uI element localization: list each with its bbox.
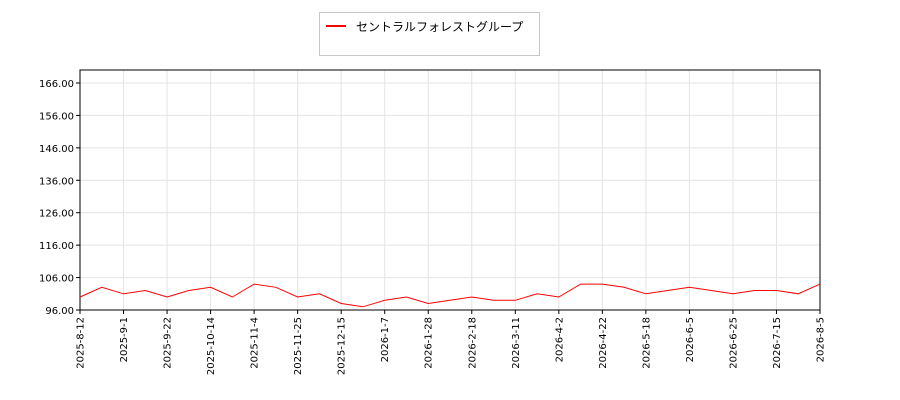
x-tick-label: 2026-4-22 <box>598 317 609 369</box>
x-tick-label: 2026-1-28 <box>424 317 435 369</box>
x-tick-label: 2026-8-5 <box>816 317 827 362</box>
x-tick-label: 2025-11-4 <box>250 317 261 369</box>
series-line-1 <box>79 283 821 308</box>
x-tick-label: 2026-2-18 <box>467 317 478 369</box>
plot-frame <box>79 69 821 311</box>
legend: セントラルフォレストグループ <box>319 12 540 56</box>
x-tick-label: 2025-9-22 <box>163 317 174 369</box>
y-tick-label: 106.00 <box>39 274 74 285</box>
x-tick-label: 2026-3-11 <box>511 317 522 369</box>
y-tick-label: 116.00 <box>39 241 74 252</box>
y-tick-label: 96.00 <box>45 306 74 317</box>
x-tick-label: 2025-12-15 <box>337 317 348 375</box>
y-tick-label: 136.00 <box>39 176 74 187</box>
legend-label: セントラルフォレストグループ <box>356 19 524 34</box>
x-tick-label: 2025-9-1 <box>119 317 130 362</box>
y-tick-label: 146.00 <box>39 144 74 155</box>
x-tick-label: 2025-11-25 <box>293 317 304 375</box>
x-tick-label: 2026-6-5 <box>685 317 696 362</box>
x-tick-label: 2026-7-15 <box>772 317 783 369</box>
y-tick-label: 156.00 <box>39 111 74 122</box>
x-tick-label: 2026-5-18 <box>641 317 652 369</box>
x-tick-label: 2025-10-14 <box>206 317 217 375</box>
x-tick-label: 2026-6-25 <box>728 317 739 369</box>
legend-item-series-1: セントラルフォレストグループ <box>326 17 523 35</box>
y-tick-label: 166.00 <box>39 79 74 90</box>
x-tick-label: 2026-1-7 <box>380 317 391 362</box>
x-tick-label: 2026-4-2 <box>554 317 565 362</box>
legend-swatch <box>326 25 346 27</box>
y-tick-label: 126.00 <box>39 209 74 220</box>
x-tick-label: 2025-8-12 <box>76 317 87 369</box>
